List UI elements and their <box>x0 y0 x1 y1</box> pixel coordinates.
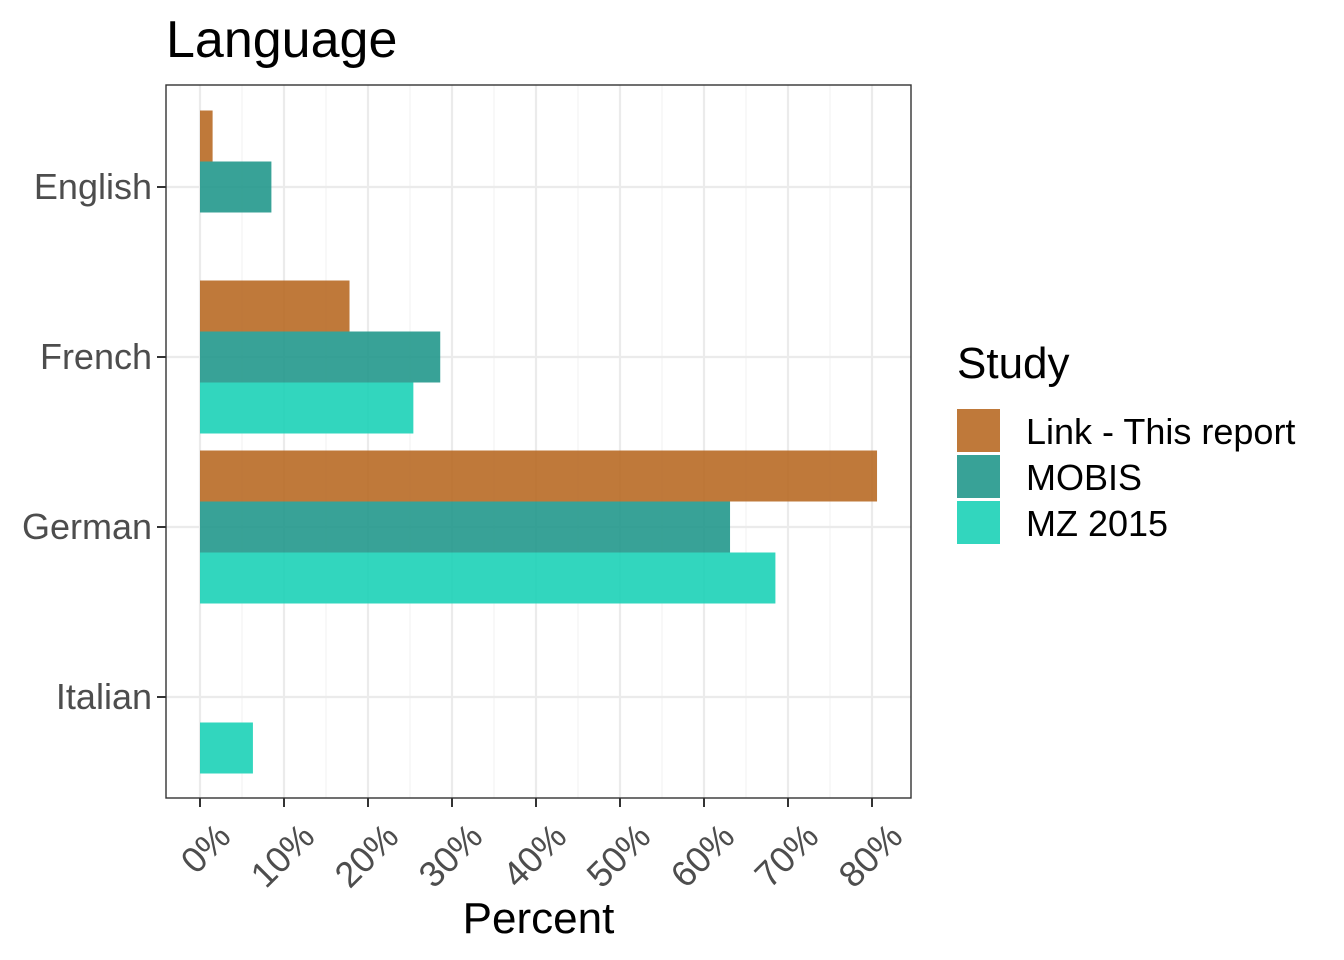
y-tick-label: English <box>34 166 152 207</box>
y-axis: English French German Italian <box>22 166 166 717</box>
chart-title: Language <box>166 11 397 69</box>
legend-key <box>957 409 1000 452</box>
bar-mz-2015-german <box>200 552 776 604</box>
x-axis: 0% 10% 20% 30% 40% 50% 60% 70% 80% <box>173 798 910 895</box>
legend-title: Study <box>957 339 1070 388</box>
x-tick-label: 40% <box>494 815 574 895</box>
bars <box>200 110 878 774</box>
bar-mobis-french <box>200 331 441 383</box>
legend-label: Link - This report <box>1026 411 1295 452</box>
bar-mobis-german <box>200 501 731 553</box>
y-tick-label: Italian <box>56 676 152 717</box>
x-tick-label: 0% <box>173 815 239 881</box>
x-tick-label: 20% <box>326 815 406 895</box>
legend: Study Link - This report MOBIS MZ 2015 <box>957 339 1295 544</box>
x-axis-title: Percent <box>463 894 615 943</box>
bar-mz-2015-italian <box>200 722 253 774</box>
x-tick-label: 50% <box>578 815 658 895</box>
x-tick-label: 70% <box>746 815 826 895</box>
bar-link-this-report-english <box>200 110 213 162</box>
x-tick-label: 30% <box>410 815 490 895</box>
bar-mz-2015-french <box>200 382 414 434</box>
bar-link-this-report-french <box>200 280 350 332</box>
y-tick-label: French <box>40 336 152 377</box>
grid-lines <box>166 85 911 798</box>
bar-link-this-report-german <box>200 450 878 502</box>
legend-key <box>957 455 1000 498</box>
legend-key <box>957 501 1000 544</box>
x-tick-label: 80% <box>830 815 910 895</box>
x-tick-label: 10% <box>242 815 322 895</box>
y-tick-label: German <box>22 506 152 547</box>
bar-mobis-english <box>200 161 272 213</box>
panel-border <box>165 84 912 799</box>
legend-label: MOBIS <box>1026 457 1142 498</box>
legend-label: MZ 2015 <box>1026 503 1168 544</box>
x-tick-label: 60% <box>662 815 742 895</box>
